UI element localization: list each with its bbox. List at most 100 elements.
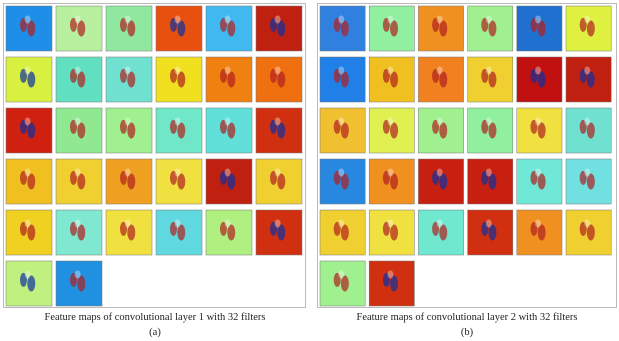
feature-map	[418, 108, 463, 153]
feature-map	[6, 159, 52, 204]
feature-blob	[225, 220, 231, 228]
feature-blob	[486, 118, 492, 126]
feature-blob	[75, 271, 81, 279]
feature-map	[6, 210, 52, 255]
feature-blob	[275, 220, 281, 228]
feature-blob	[25, 118, 31, 126]
feature-blob	[486, 16, 492, 24]
feature-map	[206, 159, 252, 204]
feature-map	[206, 57, 252, 102]
feature-map	[320, 57, 365, 102]
feature-map	[106, 57, 152, 102]
figure: Feature maps of convolutional layer 1 wi…	[0, 0, 619, 341]
caption: Feature maps of convolutional layer 2 wi…	[356, 312, 577, 323]
feature-map	[517, 6, 562, 51]
feature-blob	[125, 16, 131, 24]
feature-blob	[125, 220, 131, 228]
feature-blob	[387, 169, 393, 177]
feature-map	[156, 210, 202, 255]
feature-map	[256, 210, 302, 255]
feature-blob	[275, 169, 281, 177]
feature-map	[320, 159, 365, 204]
feature-map	[566, 108, 611, 153]
feature-map	[468, 210, 513, 255]
feature-map	[256, 159, 302, 204]
feature-map	[517, 210, 562, 255]
feature-map	[566, 6, 611, 51]
feature-blob	[584, 220, 590, 228]
feature-blob	[437, 169, 443, 177]
feature-map	[206, 6, 252, 51]
feature-map-grid	[320, 6, 611, 306]
feature-blob	[437, 118, 443, 126]
feature-blob	[486, 67, 492, 75]
feature-blob	[225, 67, 231, 75]
feature-blob	[584, 169, 590, 177]
feature-blob	[175, 67, 181, 75]
feature-blob	[338, 169, 344, 177]
feature-map	[418, 57, 463, 102]
feature-map	[256, 108, 302, 153]
feature-map	[6, 6, 52, 51]
feature-map	[56, 6, 102, 51]
feature-blob	[584, 16, 590, 24]
feature-map	[369, 261, 414, 306]
feature-blob	[486, 220, 492, 228]
feature-map	[566, 210, 611, 255]
feature-map-grid	[6, 6, 302, 306]
feature-map	[6, 261, 52, 306]
feature-map	[320, 210, 365, 255]
feature-blob	[338, 118, 344, 126]
feature-blob	[75, 169, 81, 177]
panel-label: (a)	[149, 327, 161, 338]
feature-map	[156, 108, 202, 153]
feature-blob	[387, 271, 393, 279]
feature-blob	[225, 169, 231, 177]
feature-blob	[25, 220, 31, 228]
feature-blob	[437, 220, 443, 228]
feature-map	[106, 6, 152, 51]
feature-map	[256, 6, 302, 51]
feature-map	[468, 6, 513, 51]
feature-blob	[175, 169, 181, 177]
feature-blob	[75, 16, 81, 24]
feature-map	[6, 57, 52, 102]
feature-blob	[535, 169, 541, 177]
feature-blob	[338, 220, 344, 228]
feature-blob	[25, 169, 31, 177]
feature-blob	[535, 16, 541, 24]
feature-map	[156, 57, 202, 102]
feature-blob	[25, 16, 31, 24]
feature-map	[156, 6, 202, 51]
feature-map	[418, 210, 463, 255]
feature-map	[369, 108, 414, 153]
feature-map	[468, 108, 513, 153]
feature-map	[106, 159, 152, 204]
feature-blob	[338, 271, 344, 279]
feature-blob	[275, 16, 281, 24]
feature-blob	[437, 16, 443, 24]
feature-map	[517, 57, 562, 102]
feature-map	[418, 159, 463, 204]
feature-map	[156, 159, 202, 204]
feature-blob	[275, 118, 281, 126]
feature-blob	[486, 169, 492, 177]
feature-blob	[125, 67, 131, 75]
feature-map	[56, 159, 102, 204]
feature-blob	[75, 118, 81, 126]
feature-blob	[387, 118, 393, 126]
feature-map	[56, 210, 102, 255]
feature-map	[468, 57, 513, 102]
feature-blob	[387, 16, 393, 24]
feature-map	[468, 159, 513, 204]
feature-blob	[338, 16, 344, 24]
feature-map	[369, 57, 414, 102]
feature-blob	[175, 16, 181, 24]
feature-map	[56, 57, 102, 102]
feature-blob	[75, 220, 81, 228]
feature-map	[320, 108, 365, 153]
feature-map	[56, 108, 102, 153]
feature-blob	[535, 67, 541, 75]
feature-blob	[75, 67, 81, 75]
feature-map	[517, 108, 562, 153]
